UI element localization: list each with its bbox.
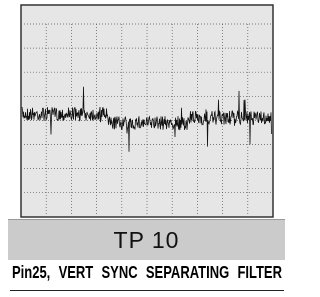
caption: Pin25, VERT SYNC SEPARATING FILTER [12,262,282,292]
test-point-label: TP 10 [8,219,285,260]
scope-screen [20,4,274,218]
rule [10,290,284,291]
page: TP 10 Pin25, VERT SYNC SEPARATING FILTER [0,0,293,297]
